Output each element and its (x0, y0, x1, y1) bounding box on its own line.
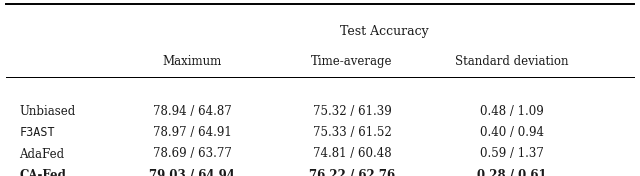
Text: CA-Fed: CA-Fed (19, 169, 66, 176)
Text: Unbiased: Unbiased (19, 105, 76, 118)
Text: Test Accuracy: Test Accuracy (340, 25, 428, 38)
Text: Time-average: Time-average (311, 55, 393, 68)
Text: 78.69 / 63.77: 78.69 / 63.77 (152, 147, 232, 161)
Text: 79.03 / 64.94: 79.03 / 64.94 (149, 169, 235, 176)
Text: 0.48 / 1.09: 0.48 / 1.09 (480, 105, 544, 118)
Text: 75.32 / 61.39: 75.32 / 61.39 (312, 105, 392, 118)
Text: AdaFed: AdaFed (19, 147, 65, 161)
Text: 76.22 / 62.76: 76.22 / 62.76 (309, 169, 395, 176)
Text: 74.81 / 60.48: 74.81 / 60.48 (313, 147, 391, 161)
Text: F3AST: F3AST (19, 126, 55, 139)
Text: Standard deviation: Standard deviation (455, 55, 569, 68)
Text: 75.33 / 61.52: 75.33 / 61.52 (312, 126, 392, 139)
Text: 0.28 / 0.61: 0.28 / 0.61 (477, 169, 547, 176)
Text: 78.94 / 64.87: 78.94 / 64.87 (152, 105, 232, 118)
Text: 78.97 / 64.91: 78.97 / 64.91 (152, 126, 232, 139)
Text: 0.40 / 0.94: 0.40 / 0.94 (480, 126, 544, 139)
Text: Maximum: Maximum (163, 55, 221, 68)
Text: 0.59 / 1.37: 0.59 / 1.37 (480, 147, 544, 161)
